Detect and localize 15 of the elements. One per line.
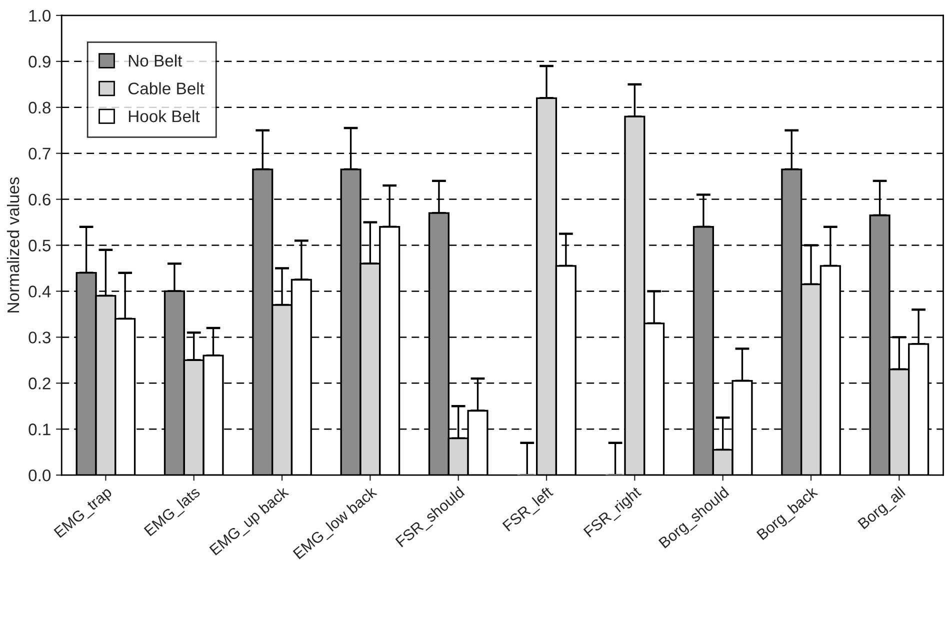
y-tick-label: 0.0 bbox=[28, 469, 51, 482]
y-tick-label: 0.4 bbox=[28, 286, 51, 298]
y-tick-label: 0.2 bbox=[28, 378, 50, 390]
y-tick-label: 0.6 bbox=[28, 194, 50, 206]
legend-label: Cable Belt bbox=[128, 82, 204, 94]
legend-label: No Belt bbox=[128, 54, 182, 67]
y-tick-label: 0.9 bbox=[28, 56, 50, 68]
y-tick-label: 0.8 bbox=[28, 102, 50, 114]
y-tick-label: 1.0 bbox=[29, 10, 51, 22]
legend-label: Hook Belt bbox=[128, 110, 200, 122]
y-axis-title: Normalized values bbox=[6, 177, 20, 312]
y-tick-label: 0.7 bbox=[28, 148, 50, 160]
y-tick-label: 0.5 bbox=[28, 240, 51, 252]
y-tick-label: 0.3 bbox=[28, 332, 50, 344]
y-tick-label: 0.1 bbox=[28, 424, 50, 436]
